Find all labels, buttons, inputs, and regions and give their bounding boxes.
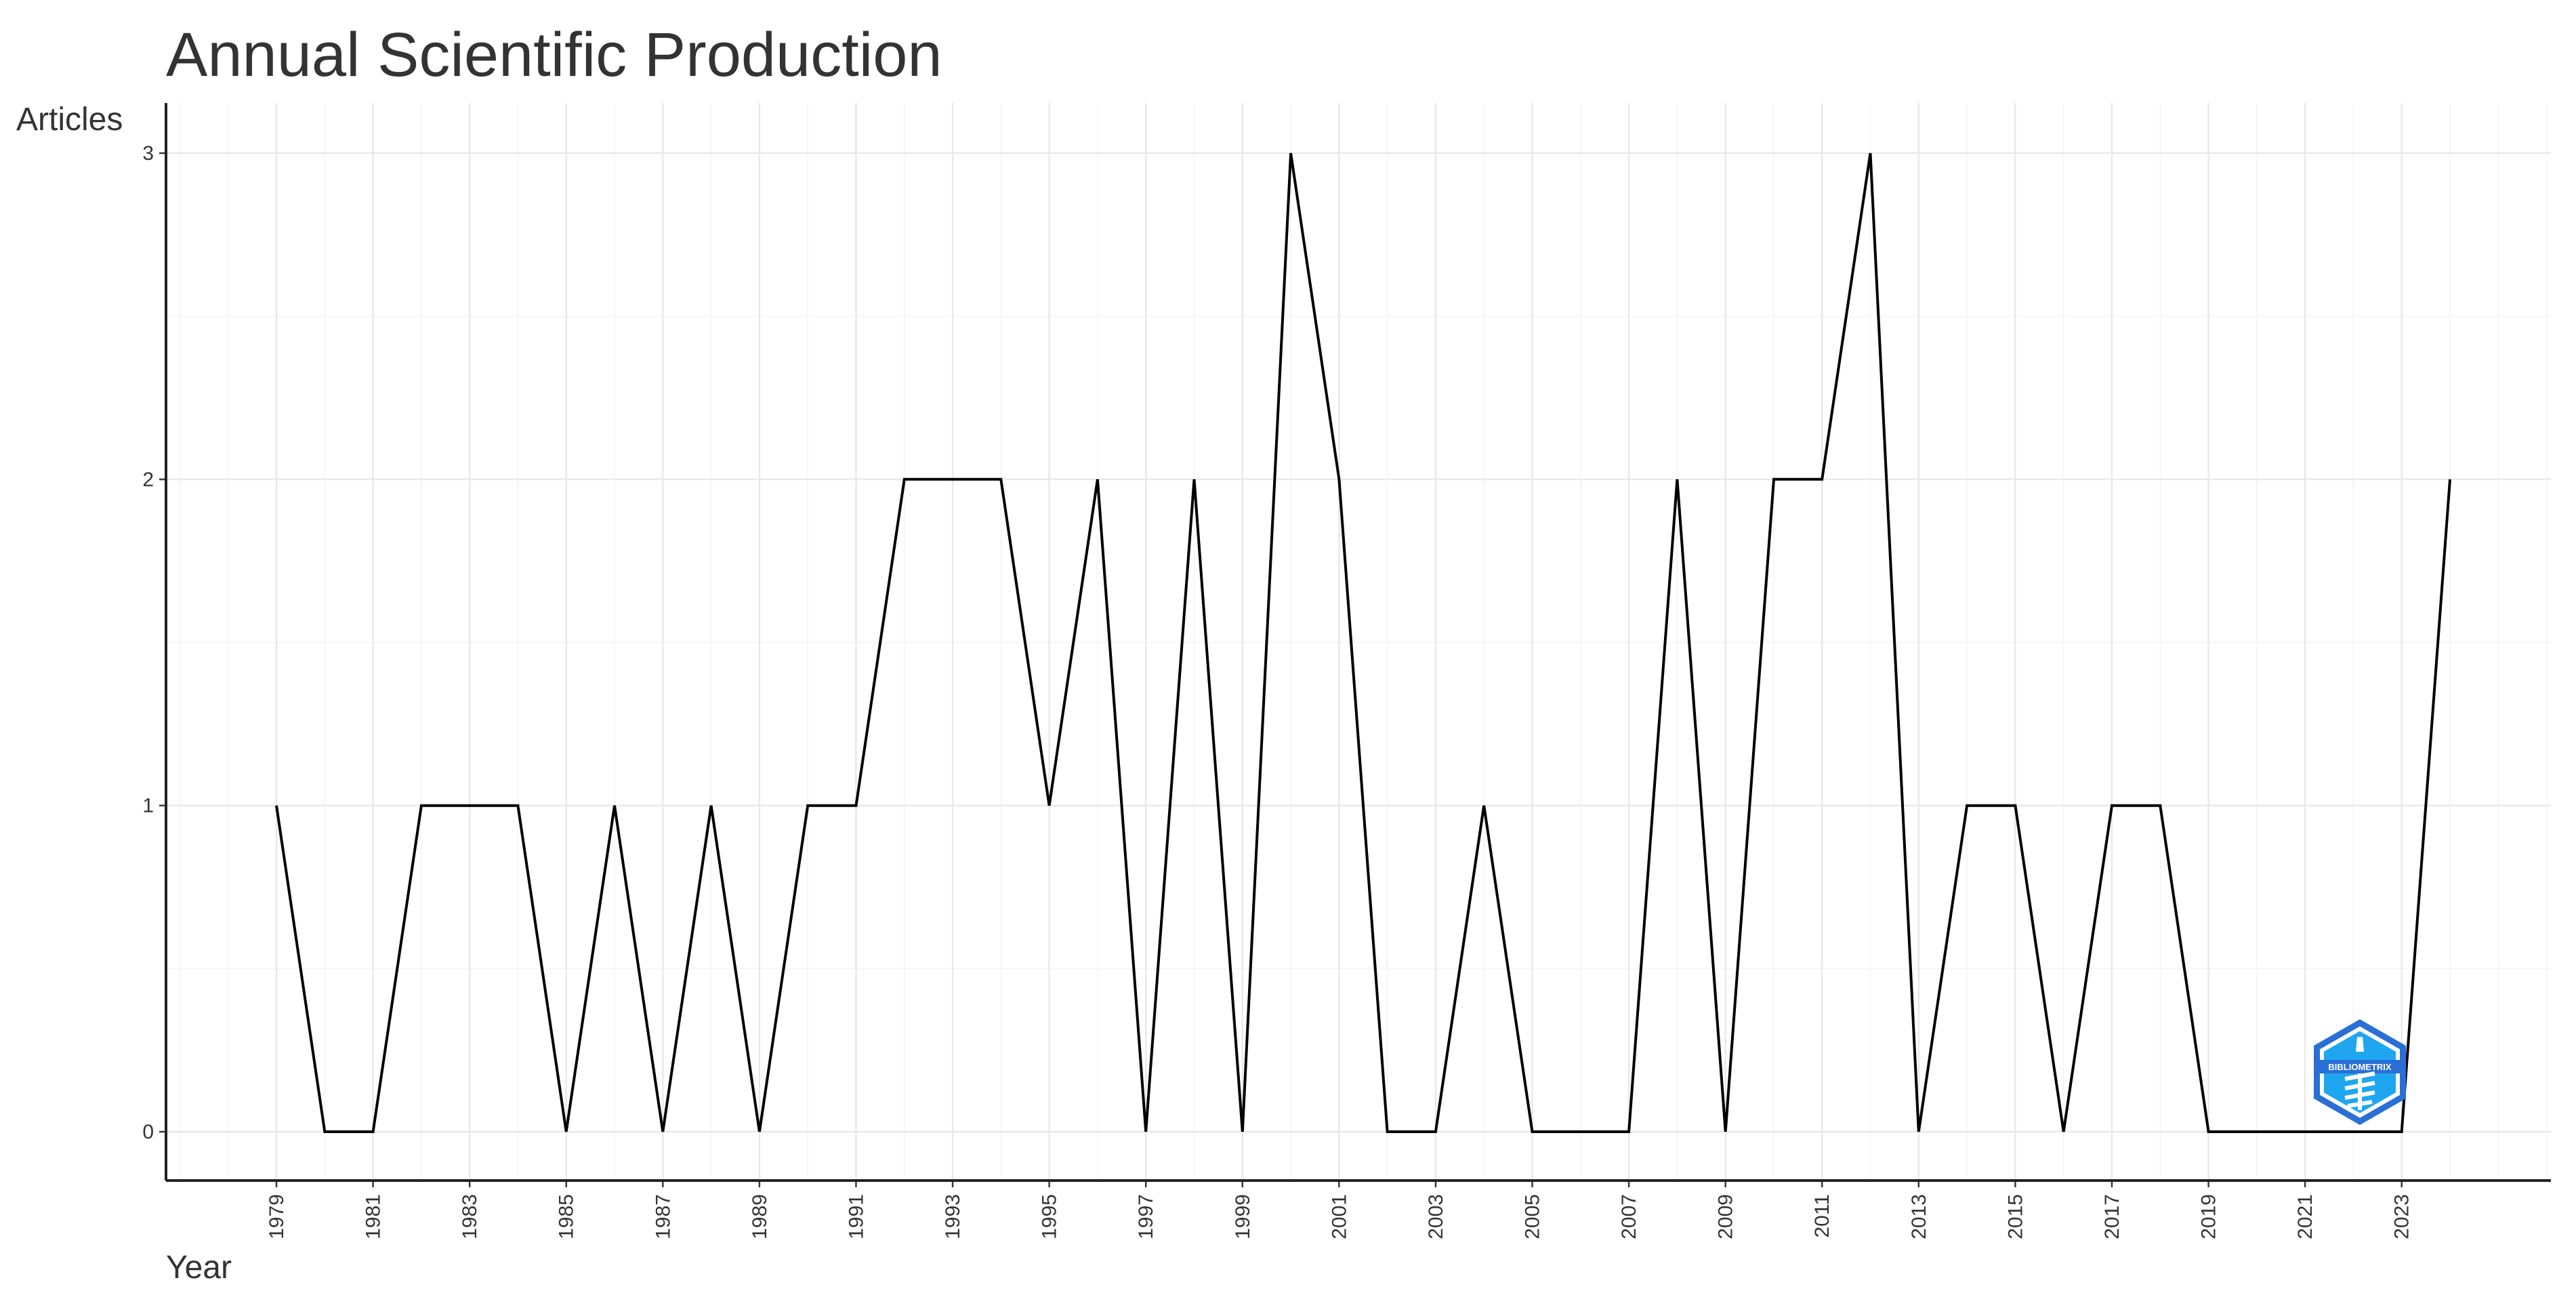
data-point — [1724, 1130, 1728, 1134]
data-point — [902, 477, 907, 481]
data-point — [468, 804, 472, 808]
data-point — [2255, 1130, 2259, 1134]
data-point — [1820, 477, 1824, 481]
data-point — [2351, 1130, 2355, 1134]
data-point — [1482, 804, 1486, 808]
data-point — [1531, 1130, 1535, 1134]
data-point — [2448, 477, 2452, 481]
data-point — [1675, 477, 1679, 481]
data-point — [806, 804, 810, 808]
x-tick-label: 2001 — [1328, 1194, 1350, 1239]
series-layer — [274, 151, 2452, 1134]
data-point — [1289, 151, 1293, 155]
x-tick-label: 2023 — [2391, 1194, 2413, 1239]
x-tick-label: 1993 — [942, 1194, 964, 1239]
data-point — [1434, 1130, 1438, 1134]
data-point — [2303, 1130, 2307, 1134]
x-tick-label: 2021 — [2294, 1194, 2317, 1239]
x-tick-label: 1979 — [266, 1194, 288, 1239]
x-tick-label: 1985 — [556, 1194, 578, 1239]
data-point — [999, 477, 1003, 481]
data-point — [2158, 804, 2162, 808]
y-tick-label: 3 — [142, 142, 154, 165]
chart-title: Annual Scientific Production — [166, 20, 942, 89]
x-tick-label: 2019 — [2198, 1194, 2220, 1239]
x-tick-label: 1983 — [459, 1194, 481, 1239]
x-tick-label: 2005 — [1522, 1194, 1544, 1239]
data-point — [2110, 804, 2114, 808]
y-tick-label: 0 — [142, 1121, 154, 1143]
x-tick-label: 2007 — [1618, 1194, 1640, 1239]
data-point — [1386, 1130, 1390, 1134]
x-tick-label: 2011 — [1811, 1194, 1833, 1238]
x-tick-label: 1995 — [1039, 1194, 1061, 1239]
x-tick-label: 2013 — [1908, 1194, 1930, 1239]
x-tick-label: 1981 — [362, 1194, 385, 1239]
series-line — [275, 152, 2451, 1133]
data-point — [854, 804, 858, 808]
x-tick-label: 1987 — [652, 1194, 674, 1239]
data-point — [1144, 1130, 1148, 1134]
x-tick-label: 1999 — [1232, 1194, 1254, 1239]
bibliometrix-logo: BIBLIOMETRIX — [2314, 1019, 2406, 1125]
data-point — [1579, 1130, 1583, 1134]
data-point — [1772, 477, 1776, 481]
x-tick-label: 1989 — [749, 1194, 771, 1239]
data-point — [419, 804, 423, 808]
x-tick-label: 2009 — [1715, 1194, 1737, 1239]
axes: 0 1 2 3 1979 1981 1983 1985 1987 1989 1991 1993 1995… — [142, 103, 2551, 1239]
data-point — [516, 804, 520, 808]
data-point — [2013, 804, 2017, 808]
data-point — [612, 804, 617, 808]
y-axis-title: Articles — [16, 102, 123, 138]
data-point — [1192, 477, 1196, 481]
data-point — [1917, 1130, 1921, 1134]
y-tick-label: 2 — [142, 468, 154, 491]
data-point — [371, 1130, 375, 1134]
data-point — [2207, 1130, 2211, 1134]
data-point — [1869, 151, 1873, 155]
data-point — [2062, 1130, 2066, 1134]
data-point — [1096, 477, 1100, 481]
grid — [166, 103, 2551, 1181]
x-axis-title: Year — [166, 1250, 232, 1286]
data-point — [1627, 1130, 1631, 1134]
data-point — [2400, 1130, 2404, 1134]
data-point — [323, 1130, 327, 1134]
data-point — [709, 804, 713, 808]
x-tick-label: 1997 — [1135, 1194, 1157, 1239]
data-point — [661, 1130, 665, 1134]
x-tick-label: 2003 — [1425, 1194, 1447, 1239]
x-tick-label: 2017 — [2101, 1194, 2123, 1239]
y-tick-label: 1 — [142, 795, 154, 817]
logo-text: BIBLIOMETRIX — [2328, 1062, 2391, 1072]
data-point — [564, 1130, 568, 1134]
data-point — [1047, 804, 1052, 808]
data-point — [1241, 1130, 1245, 1134]
x-tick-label: 2015 — [2004, 1194, 2027, 1239]
data-point — [1337, 477, 1341, 481]
data-point — [1965, 804, 1969, 808]
x-tick-label: 1991 — [845, 1194, 867, 1239]
data-point — [274, 804, 278, 808]
data-point — [951, 477, 955, 481]
data-point — [757, 1130, 762, 1134]
